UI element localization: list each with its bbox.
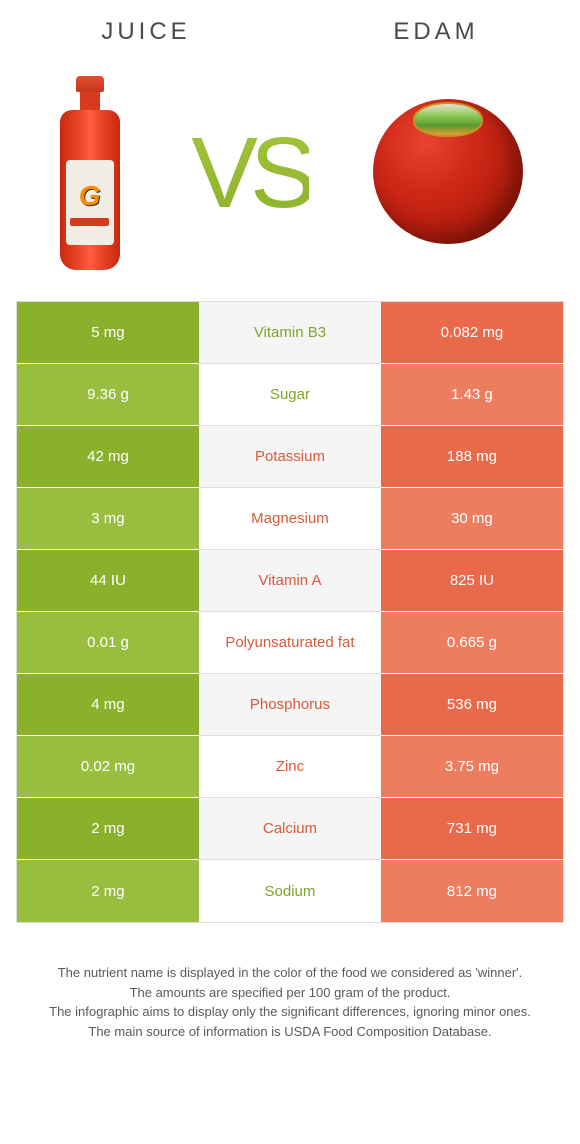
left-value: 0.02 mg xyxy=(17,736,199,798)
g-logo-icon: G xyxy=(79,180,101,212)
comparison-table: 5 mgVitamin B30.082 mg9.36 gSugar1.43 g4… xyxy=(16,301,564,923)
table-row: 44 IU Vitamin A 825 IU xyxy=(17,550,563,612)
edam-cheese-icon xyxy=(373,99,528,249)
right-title: EDAM xyxy=(393,18,478,46)
table-row: 3 mg Magnesium 30 mg xyxy=(17,488,563,550)
right-value: 825 IU xyxy=(381,550,563,612)
footer: The nutrient name is displayed in the co… xyxy=(0,923,580,1041)
right-value: 812 mg xyxy=(381,860,563,922)
nutrient-label: Magnesium xyxy=(251,510,329,527)
right-value: 1.43 g xyxy=(381,364,563,426)
nutrient-name: Sodium xyxy=(199,860,381,922)
right-value: 0.665 g xyxy=(381,612,563,674)
juice-bottle-icon: G xyxy=(52,76,127,271)
left-value: 9.36 g xyxy=(17,364,199,426)
table-row: 5 mg Vitamin B3 0.082 mg xyxy=(17,302,563,364)
nutrient-label: Vitamin B3 xyxy=(254,324,326,341)
header: JUICE EDAM xyxy=(0,0,580,46)
left-value: 2 mg xyxy=(17,798,199,860)
table-row: 42 mg Potassium 188 mg xyxy=(17,426,563,488)
left-value: 0.01 g xyxy=(17,612,199,674)
footer-line: The nutrient name is displayed in the co… xyxy=(30,963,550,983)
left-value: 4 mg xyxy=(17,674,199,736)
right-value: 30 mg xyxy=(381,488,563,550)
table-row: 9.36 g Sugar 1.43 g xyxy=(17,364,563,426)
nutrient-name: Sugar xyxy=(199,364,381,426)
nutrient-name: Calcium xyxy=(199,798,381,860)
nutrient-label: Vitamin A xyxy=(258,572,321,589)
table-row: 4 mg Phosphorus 536 mg xyxy=(17,674,563,736)
right-value: 731 mg xyxy=(381,798,563,860)
right-value: 0.082 mg xyxy=(381,302,563,364)
table-row: 2 mg Calcium 731 mg xyxy=(17,798,563,860)
right-value: 188 mg xyxy=(381,426,563,488)
left-value: 5 mg xyxy=(17,302,199,364)
left-value: 2 mg xyxy=(17,860,199,922)
nutrient-name: Potassium xyxy=(199,426,381,488)
footer-line: The amounts are specified per 100 gram o… xyxy=(30,983,550,1003)
left-value: 3 mg xyxy=(17,488,199,550)
nutrient-label: Sodium xyxy=(265,883,316,900)
nutrient-label: Polyunsaturated fat xyxy=(225,634,354,651)
right-value: 536 mg xyxy=(381,674,563,736)
table-row: 2 mg Sodium 812 mg xyxy=(17,860,563,922)
right-value: 3.75 mg xyxy=(381,736,563,798)
nutrient-label: Zinc xyxy=(276,758,304,775)
nutrient-label: Potassium xyxy=(255,448,325,465)
left-value: 42 mg xyxy=(17,426,199,488)
nutrient-name: Phosphorus xyxy=(199,674,381,736)
left-value: 44 IU xyxy=(17,550,199,612)
nutrient-label: Sugar xyxy=(270,386,310,403)
nutrient-label: Calcium xyxy=(263,820,317,837)
footer-line: The infographic aims to display only the… xyxy=(30,1002,550,1022)
nutrient-name: Magnesium xyxy=(199,488,381,550)
images-row: G VS xyxy=(0,46,580,301)
left-title: JUICE xyxy=(101,18,190,46)
table-row: 0.02 mg Zinc 3.75 mg xyxy=(17,736,563,798)
table-row: 0.01 g Polyunsaturated fat 0.665 g xyxy=(17,612,563,674)
nutrient-label: Phosphorus xyxy=(250,696,330,713)
nutrient-name: Vitamin B3 xyxy=(199,302,381,364)
footer-line: The main source of information is USDA F… xyxy=(30,1022,550,1042)
nutrient-name: Vitamin A xyxy=(199,550,381,612)
nutrient-name: Zinc xyxy=(199,736,381,798)
vs-text: VS xyxy=(191,116,308,231)
nutrient-name: Polyunsaturated fat xyxy=(199,612,381,674)
